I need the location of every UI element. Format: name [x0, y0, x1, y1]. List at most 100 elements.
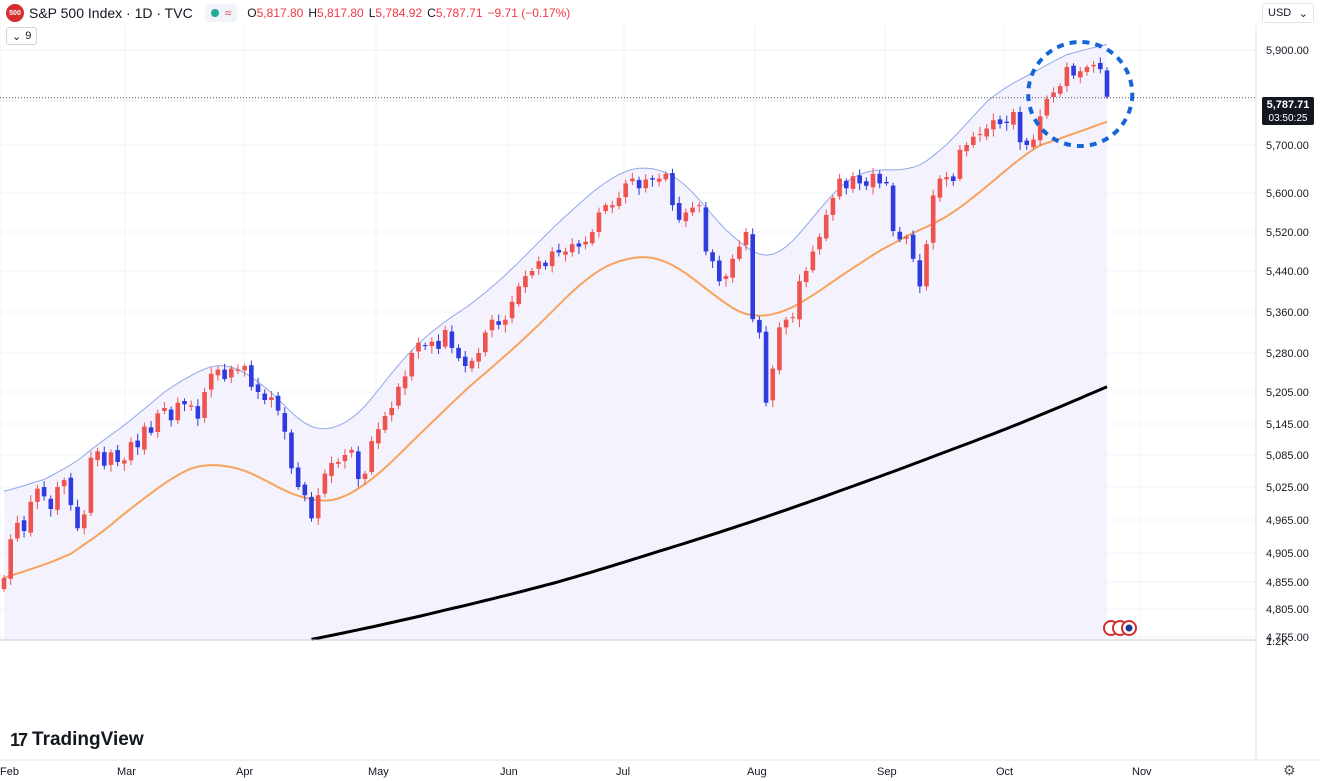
candle-body [763, 331, 769, 403]
candle [335, 458, 341, 469]
candle [797, 274, 802, 328]
time-tick-label: Mar [117, 766, 136, 778]
tradingview-logo[interactable]: 17 TradingView [10, 729, 144, 751]
candle [15, 515, 20, 542]
candle [636, 176, 642, 195]
candle-body [589, 232, 595, 244]
candle [8, 534, 13, 585]
candle [790, 312, 796, 323]
candle-body [750, 234, 756, 320]
candle [469, 357, 475, 372]
currency-select[interactable]: USD ⌄ [1262, 3, 1314, 23]
indicators-toggle[interactable]: ⌄ 9 [6, 27, 38, 45]
symbol-logo[interactable]: 500 [6, 4, 24, 22]
candle [282, 407, 288, 440]
candle-body [563, 251, 568, 255]
candle [676, 196, 682, 223]
candle-body [556, 250, 562, 253]
candle [737, 240, 742, 262]
candle [616, 191, 622, 210]
price-tick-label: 4,755.00 [1266, 632, 1309, 644]
event-markers[interactable] [1103, 620, 1137, 636]
candle-body [442, 329, 448, 347]
candle [991, 113, 996, 137]
candle [95, 447, 100, 467]
candle [349, 446, 354, 458]
candle-body [817, 236, 822, 250]
candle-body [696, 205, 702, 207]
highlight-circle [1026, 40, 1135, 148]
candle [1064, 62, 1070, 92]
candle-body [416, 342, 421, 352]
candle-body [422, 345, 428, 347]
candle-body [155, 413, 161, 433]
candle-body [1091, 64, 1096, 67]
candle [429, 337, 435, 354]
candle [436, 334, 441, 355]
candle [342, 449, 348, 469]
candle-body [128, 442, 134, 461]
candle-body [710, 252, 715, 262]
candle [456, 344, 461, 362]
price-scale[interactable]: 5,900.00 5,700.00 5,600.00 5,520.00 5,440.00… [1266, 45, 1309, 644]
candle-body [262, 393, 268, 400]
candle [897, 226, 903, 243]
candle-body [690, 207, 695, 213]
candle-body [737, 246, 742, 259]
candle-body [483, 332, 488, 353]
candle [576, 240, 582, 254]
last-price-value: 5,787.71 [1267, 99, 1310, 111]
candle-body [797, 281, 802, 320]
candle-body [429, 341, 435, 347]
candle-body [516, 286, 522, 305]
candle [148, 421, 154, 436]
candle-body [676, 202, 682, 220]
candle [730, 254, 735, 283]
candle [168, 406, 174, 427]
candle-body [529, 271, 535, 276]
candle [843, 178, 849, 195]
settings-gear-icon[interactable]: ⚙ [1283, 762, 1296, 778]
candle [1104, 67, 1110, 99]
candle [75, 499, 80, 531]
candle-body [743, 232, 749, 246]
candle [770, 365, 776, 408]
candle-body [462, 356, 468, 366]
candle [543, 260, 548, 270]
candle [275, 392, 281, 416]
candle [422, 342, 428, 350]
ohlc-values: O5,817.80 H5,817.80 L5,784.92 C5,787.71 … [247, 6, 570, 20]
candle-body [202, 392, 207, 418]
candle-body [757, 319, 762, 333]
candle [115, 444, 120, 467]
candle [362, 471, 368, 485]
candle-body [8, 539, 13, 579]
chevron-down-icon: ⌄ [12, 30, 22, 43]
candle [703, 202, 709, 256]
candle-body [376, 429, 381, 444]
symbol-title[interactable]: S&P 500 Index · 1D · TVC [29, 5, 193, 21]
candle-body [1084, 67, 1090, 72]
price-tick-label: 4,905.00 [1266, 548, 1309, 560]
candle-body [489, 319, 495, 331]
candle-body [476, 353, 481, 362]
market-status-chip[interactable]: ≈ [204, 4, 238, 22]
tradingview-mark-icon: 17 [10, 729, 28, 750]
candle [1024, 137, 1030, 150]
candle [476, 347, 481, 369]
candle-body [877, 173, 883, 184]
time-scale[interactable]: Feb Mar Apr May Jun Jul Aug Sep Oct Nov [0, 766, 1152, 778]
price-tick-label: 4,855.00 [1266, 577, 1309, 589]
candle [182, 398, 187, 412]
time-tick-label: Oct [996, 766, 1013, 778]
candle [1071, 63, 1076, 79]
logo-text: TradingView [32, 729, 144, 750]
candle-body [81, 514, 87, 529]
candle-body [369, 441, 374, 473]
candle-body [843, 180, 849, 189]
candle [663, 171, 669, 182]
price-tick-label: 4,805.00 [1266, 604, 1309, 616]
candle-body [255, 384, 261, 392]
time-tick-label: Nov [1132, 766, 1152, 778]
